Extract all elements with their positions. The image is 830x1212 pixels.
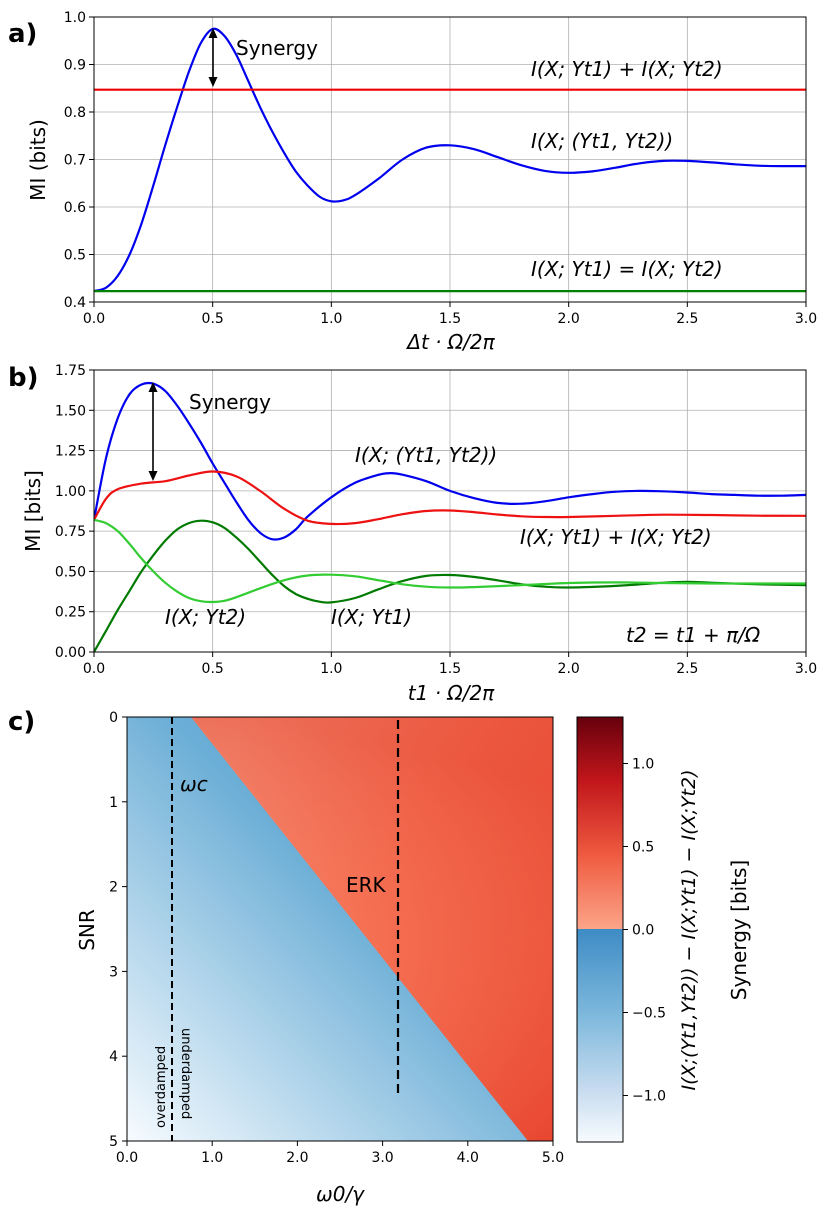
panel-b-synergy-label: Synergy [189,390,271,414]
colorbar-ticks: 1.0 0.5 0.0 −0.5 −1.0 [623,756,666,1105]
panel-c-xtick-label: 4.0 [457,1150,479,1166]
panel-a-sum-label: I(X; Yt1) + I(X; Yt2) [531,57,723,81]
panel-a-xtick-label: 1.5 [439,311,461,327]
colorbar-tick-label: −0.5 [632,1006,666,1022]
panel-a-xtick-label: 2.5 [676,311,698,327]
panel-a-xlabel: Δt · Ω/2π [405,330,495,354]
heatmap-frame [126,716,554,1142]
panel-a-xtick-label: 0.0 [83,311,105,327]
underdamped-label: underdamped [178,1028,193,1119]
panel-b-ytick-label: 0.75 [55,524,86,540]
panel-c-xtick-label: 2.0 [286,1150,308,1166]
panel-b-series-line-0 [94,381,806,541]
panel-c-xtick-label: 1.0 [201,1150,223,1166]
panel-a-ytick-label: 1.0 [64,10,86,26]
panel-b: b) 0.0 0.5 1.0 1.5 2.0 2.5 3.0 0.00 0.25 0.50 0.75… [8,363,817,705]
panel-a-ylabel: MI (bits) [26,119,50,201]
panel-b-ytick-label: 1.75 [55,363,86,379]
panel-a-series-line-0 [94,27,806,293]
panel-b-series-line-2 [94,519,806,652]
panel-b-sum-label: I(X; Yt1) + I(X; Yt2) [520,525,712,549]
colorbar: 1.0 0.5 0.0 −0.5 −1.0 I(X;(Yt1,Yt2)) − I(X;Y… [576,716,751,1143]
panel-a-ticks: 0.0 0.5 1.0 1.5 2.0 2.5 3.0 0.4 0.5 0.6 0.7 0.8 0.9 1… [64,10,817,327]
panel-b-xlabel: t1 · Ω/2π [408,681,495,705]
panel-b-xtick-label: 0.0 [83,661,105,677]
panel-c-ylabel: SNR [75,909,99,951]
colorbar-positive [577,717,623,929]
heatmap-positive-shading [191,717,553,1141]
panel-b-series-line-1 [94,470,806,526]
panel-a-ytick-label: 0.5 [64,248,86,264]
panel-c-xtick-label: 3.0 [371,1150,393,1166]
panel-b-yt2-label: I(X; Yt2) [165,605,246,629]
panel-c-label: c) [8,707,35,737]
panel-b-xtick-label: 1.5 [439,661,461,677]
panel-b-ylabel: MI [bits] [21,470,45,552]
panel-c-ytick-label: 0 [109,710,118,726]
panel-a-xtick-label: 3.0 [795,311,817,327]
panel-a-xtick-label: 0.5 [202,311,224,327]
panel-a-ytick-label: 0.6 [64,200,86,216]
panel-b-xtick-label: 0.5 [202,661,224,677]
panel-c-ytick-label: 4 [109,1049,118,1065]
panel-a-ytick-label: 0.8 [64,105,86,121]
panel-b-ytick-label: 1.50 [55,403,86,419]
panel-a-ytick-label: 0.7 [64,153,86,169]
colorbar-formula-label: I(X;(Yt1,Yt2)) − I(X;Yt1) − I(X;Yt2) [678,770,700,1091]
colorbar-label: Synergy [bits] [727,860,751,1000]
panel-c-xtick-label: 0.0 [116,1150,138,1166]
panel-c-xlabel: ω0/γ [316,1182,365,1206]
panel-b-xtick-label: 3.0 [795,661,817,677]
panel-a-joint-label: I(X; (Yt1, Yt2)) [531,129,673,153]
erk-label: ERK [346,873,387,897]
panel-a-ytick-label: 0.4 [64,295,86,311]
panel-b-ytick-label: 1.25 [55,444,86,460]
panel-b-ytick-label: 0.50 [55,564,86,580]
panel-a-single-label: I(X; Yt1) = I(X; Yt2) [531,257,723,281]
panel-b-xtick-label: 2.0 [558,661,580,677]
panel-a-ytick-label: 0.9 [64,58,86,74]
panel-b-synergy-arrow [148,382,158,481]
panel-a-synergy-label: Synergy [236,36,318,60]
panel-b-ytick-label: 0.00 [55,645,86,661]
panel-b-joint-label: I(X; (Yt1, Yt2)) [355,443,497,467]
panel-b-xtick-label: 2.5 [676,661,698,677]
panel-b-frame [93,369,807,653]
panel-b-label: b) [8,363,39,393]
omega-c-label: ωc [180,772,208,796]
panel-a: a) 0.0 0.5 1.0 1.5 2.0 2.5 3.00.40.50.60.70.80… [8,10,817,354]
panel-b-yt1-label: I(X; Yt1) [331,605,412,629]
panel-c-ytick-label: 1 [109,795,118,811]
panel-a-label: a) [8,19,37,49]
colorbar-tick-label: 1.0 [632,756,654,772]
panel-b-ytick-label: 0.25 [55,605,86,621]
colorbar-tick-label: 0.0 [632,923,654,939]
panel-a-xtick-label: 2.0 [558,311,580,327]
heatmap [127,717,553,1141]
panel-c-ytick-label: 5 [109,1134,118,1150]
panel-a-xtick-label: 1.0 [320,311,342,327]
panel-b-series [94,381,806,652]
colorbar-negative [577,929,623,1142]
panel-a-frame [93,16,807,303]
overdamped-label: overdamped [154,1046,169,1128]
panel-c-ytick-label: 2 [109,880,118,896]
panel-a-synergy-arrow [208,28,218,87]
panel-a-series [94,27,806,293]
panel-c-ytick-label: 3 [109,964,118,980]
panel-b-ticks: 0.0 0.5 1.0 1.5 2.0 2.5 3.0 0.00 0.25 0.50 0.75 1.0… [55,363,817,677]
panel-b-xtick-label: 1.0 [320,661,342,677]
panel-c-xtick-label: 5.0 [542,1150,564,1166]
colorbar-tick-label: 0.5 [632,839,654,855]
panel-c: c) 0.0 1.0 2.0 3.0 4.0 5.0 0 1 2 3 4 5 ωc ERK overd… [8,707,751,1206]
panel-b-ytick-label: 1.00 [55,484,86,500]
panel-b-series-line-3 [94,518,806,604]
panel-c-ticks: 0.0 1.0 2.0 3.0 4.0 5.0 0 1 2 3 4 5 [109,710,564,1166]
panel-b-condition-label: t2 = t1 + π/Ω [626,623,761,647]
colorbar-tick-label: −1.0 [632,1089,666,1105]
